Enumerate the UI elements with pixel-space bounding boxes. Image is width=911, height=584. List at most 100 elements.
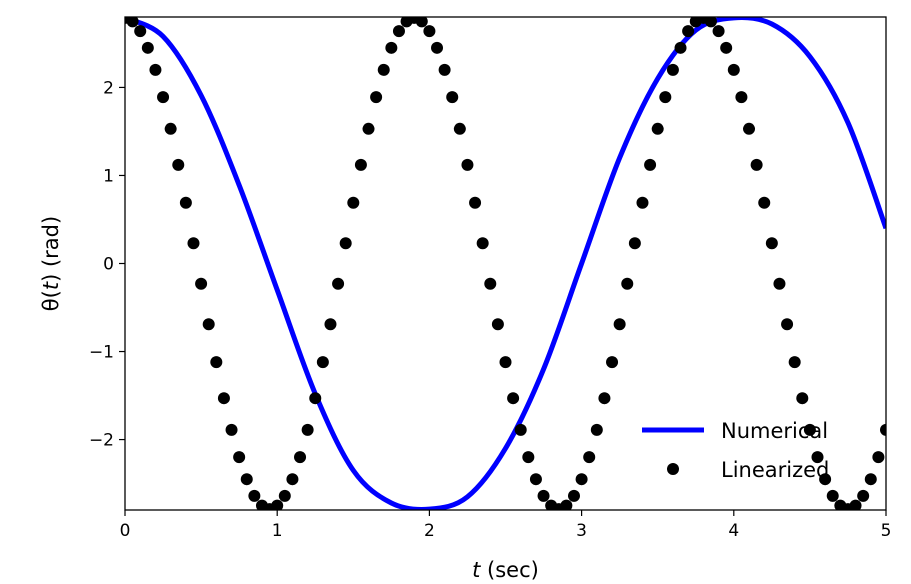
data-point-linearized <box>849 499 862 510</box>
data-point-linearized <box>377 63 390 76</box>
data-point-linearized <box>613 318 626 331</box>
data-point-linearized <box>621 277 634 290</box>
data-point-linearized <box>240 473 253 486</box>
data-point-linearized <box>362 122 375 135</box>
data-point-linearized <box>309 392 322 405</box>
data-point-linearized <box>149 63 162 76</box>
data-point-linearized <box>781 318 794 331</box>
x-tick-label: 4 <box>728 521 739 541</box>
data-point-linearized <box>172 158 185 171</box>
data-point-linearized <box>324 318 337 331</box>
data-point-linearized <box>385 41 398 54</box>
legend-linearized-label: Linearized <box>721 458 829 482</box>
data-point-linearized <box>461 158 474 171</box>
data-point-linearized <box>157 91 170 104</box>
data-point-linearized <box>370 91 383 104</box>
data-point-linearized <box>636 196 649 209</box>
x-tick-label: 1 <box>272 521 283 541</box>
data-point-linearized <box>560 499 573 510</box>
data-point-linearized <box>522 451 535 464</box>
data-point-linearized <box>225 423 238 436</box>
data-point-linearized <box>674 41 687 54</box>
data-point-linearized <box>301 423 314 436</box>
series-line-numerical <box>125 17 886 510</box>
data-point-linearized <box>423 25 436 38</box>
legend-numerical-label: Numerical <box>721 419 828 443</box>
data-point-linearized <box>187 237 200 250</box>
data-point-linearized <box>278 489 291 502</box>
data-point-linearized <box>316 356 329 369</box>
x-axis-label: t (sec) <box>472 558 539 582</box>
data-point-linearized <box>811 451 824 464</box>
data-point-linearized <box>743 122 756 135</box>
data-point-linearized <box>727 63 740 76</box>
data-point-linearized <box>248 489 261 502</box>
legend: Numerical Linearized <box>642 419 829 482</box>
data-point-linearized <box>712 25 725 38</box>
data-point-linearized <box>765 237 778 250</box>
data-point-linearized <box>826 489 839 502</box>
data-point-linearized <box>164 122 177 135</box>
data-point-linearized <box>864 473 877 486</box>
y-tick-label: 0 <box>103 255 114 275</box>
data-point-linearized <box>210 356 223 369</box>
data-point-linearized <box>339 237 352 250</box>
data-point-linearized <box>446 91 459 104</box>
data-point-linearized <box>469 196 482 209</box>
y-tick-label: 2 <box>103 78 114 98</box>
data-point-linearized <box>126 17 139 28</box>
data-point-linearized <box>537 489 550 502</box>
y-tick-label: −2 <box>89 431 114 451</box>
data-point-linearized <box>567 489 580 502</box>
data-point-linearized <box>773 277 786 290</box>
data-point-linearized <box>195 277 208 290</box>
data-point-linearized <box>590 423 603 436</box>
data-point-linearized <box>484 277 497 290</box>
x-tick-label: 2 <box>424 521 435 541</box>
y-tick-label: 1 <box>103 166 114 186</box>
data-point-linearized <box>217 392 230 405</box>
data-point-linearized <box>271 499 284 510</box>
data-point-linearized <box>453 122 466 135</box>
data-point-linearized <box>819 473 832 486</box>
data-point-linearized <box>179 196 192 209</box>
data-point-linearized <box>644 158 657 171</box>
data-point-linearized <box>583 451 596 464</box>
x-tick-label: 3 <box>576 521 587 541</box>
data-point-linearized <box>332 277 345 290</box>
y-axis-label: θ(t) (rad) <box>39 216 63 311</box>
x-axis: 0 1 2 3 4 5 <box>120 510 892 541</box>
data-point-linearized <box>758 196 771 209</box>
x-axis-label-unit: (sec) <box>480 558 538 582</box>
data-point-linearized <box>347 196 360 209</box>
data-point-linearized <box>598 392 611 405</box>
data-point-linearized <box>666 63 679 76</box>
x-tick-label: 0 <box>120 521 131 541</box>
data-point-linearized <box>750 158 763 171</box>
data-point-linearized <box>872 451 885 464</box>
data-point-linearized <box>880 423 886 436</box>
data-point-linearized <box>788 356 801 369</box>
x-tick-label: 5 <box>881 521 892 541</box>
data-point-linearized <box>796 392 809 405</box>
data-point-linearized <box>857 489 870 502</box>
legend-linearized-swatch <box>667 463 679 475</box>
y-tick-label: −1 <box>89 343 114 363</box>
data-point-linearized <box>233 451 246 464</box>
data-point-linearized <box>507 392 520 405</box>
data-point-linearized <box>704 17 717 28</box>
y-axis-label-pre: θ( <box>39 290 63 311</box>
y-axis: −2 −1 0 1 2 <box>89 78 125 451</box>
data-point-linearized <box>286 473 299 486</box>
data-point-linearized <box>682 25 695 38</box>
data-point-linearized <box>514 423 527 436</box>
data-point-linearized <box>606 356 619 369</box>
data-point-linearized <box>491 318 504 331</box>
data-point-linearized <box>415 17 428 28</box>
data-point-linearized <box>575 473 588 486</box>
plot-area <box>125 17 886 510</box>
data-point-linearized <box>354 158 367 171</box>
data-point-linearized <box>499 356 512 369</box>
data-point-linearized <box>628 237 641 250</box>
data-point-linearized <box>803 423 816 436</box>
